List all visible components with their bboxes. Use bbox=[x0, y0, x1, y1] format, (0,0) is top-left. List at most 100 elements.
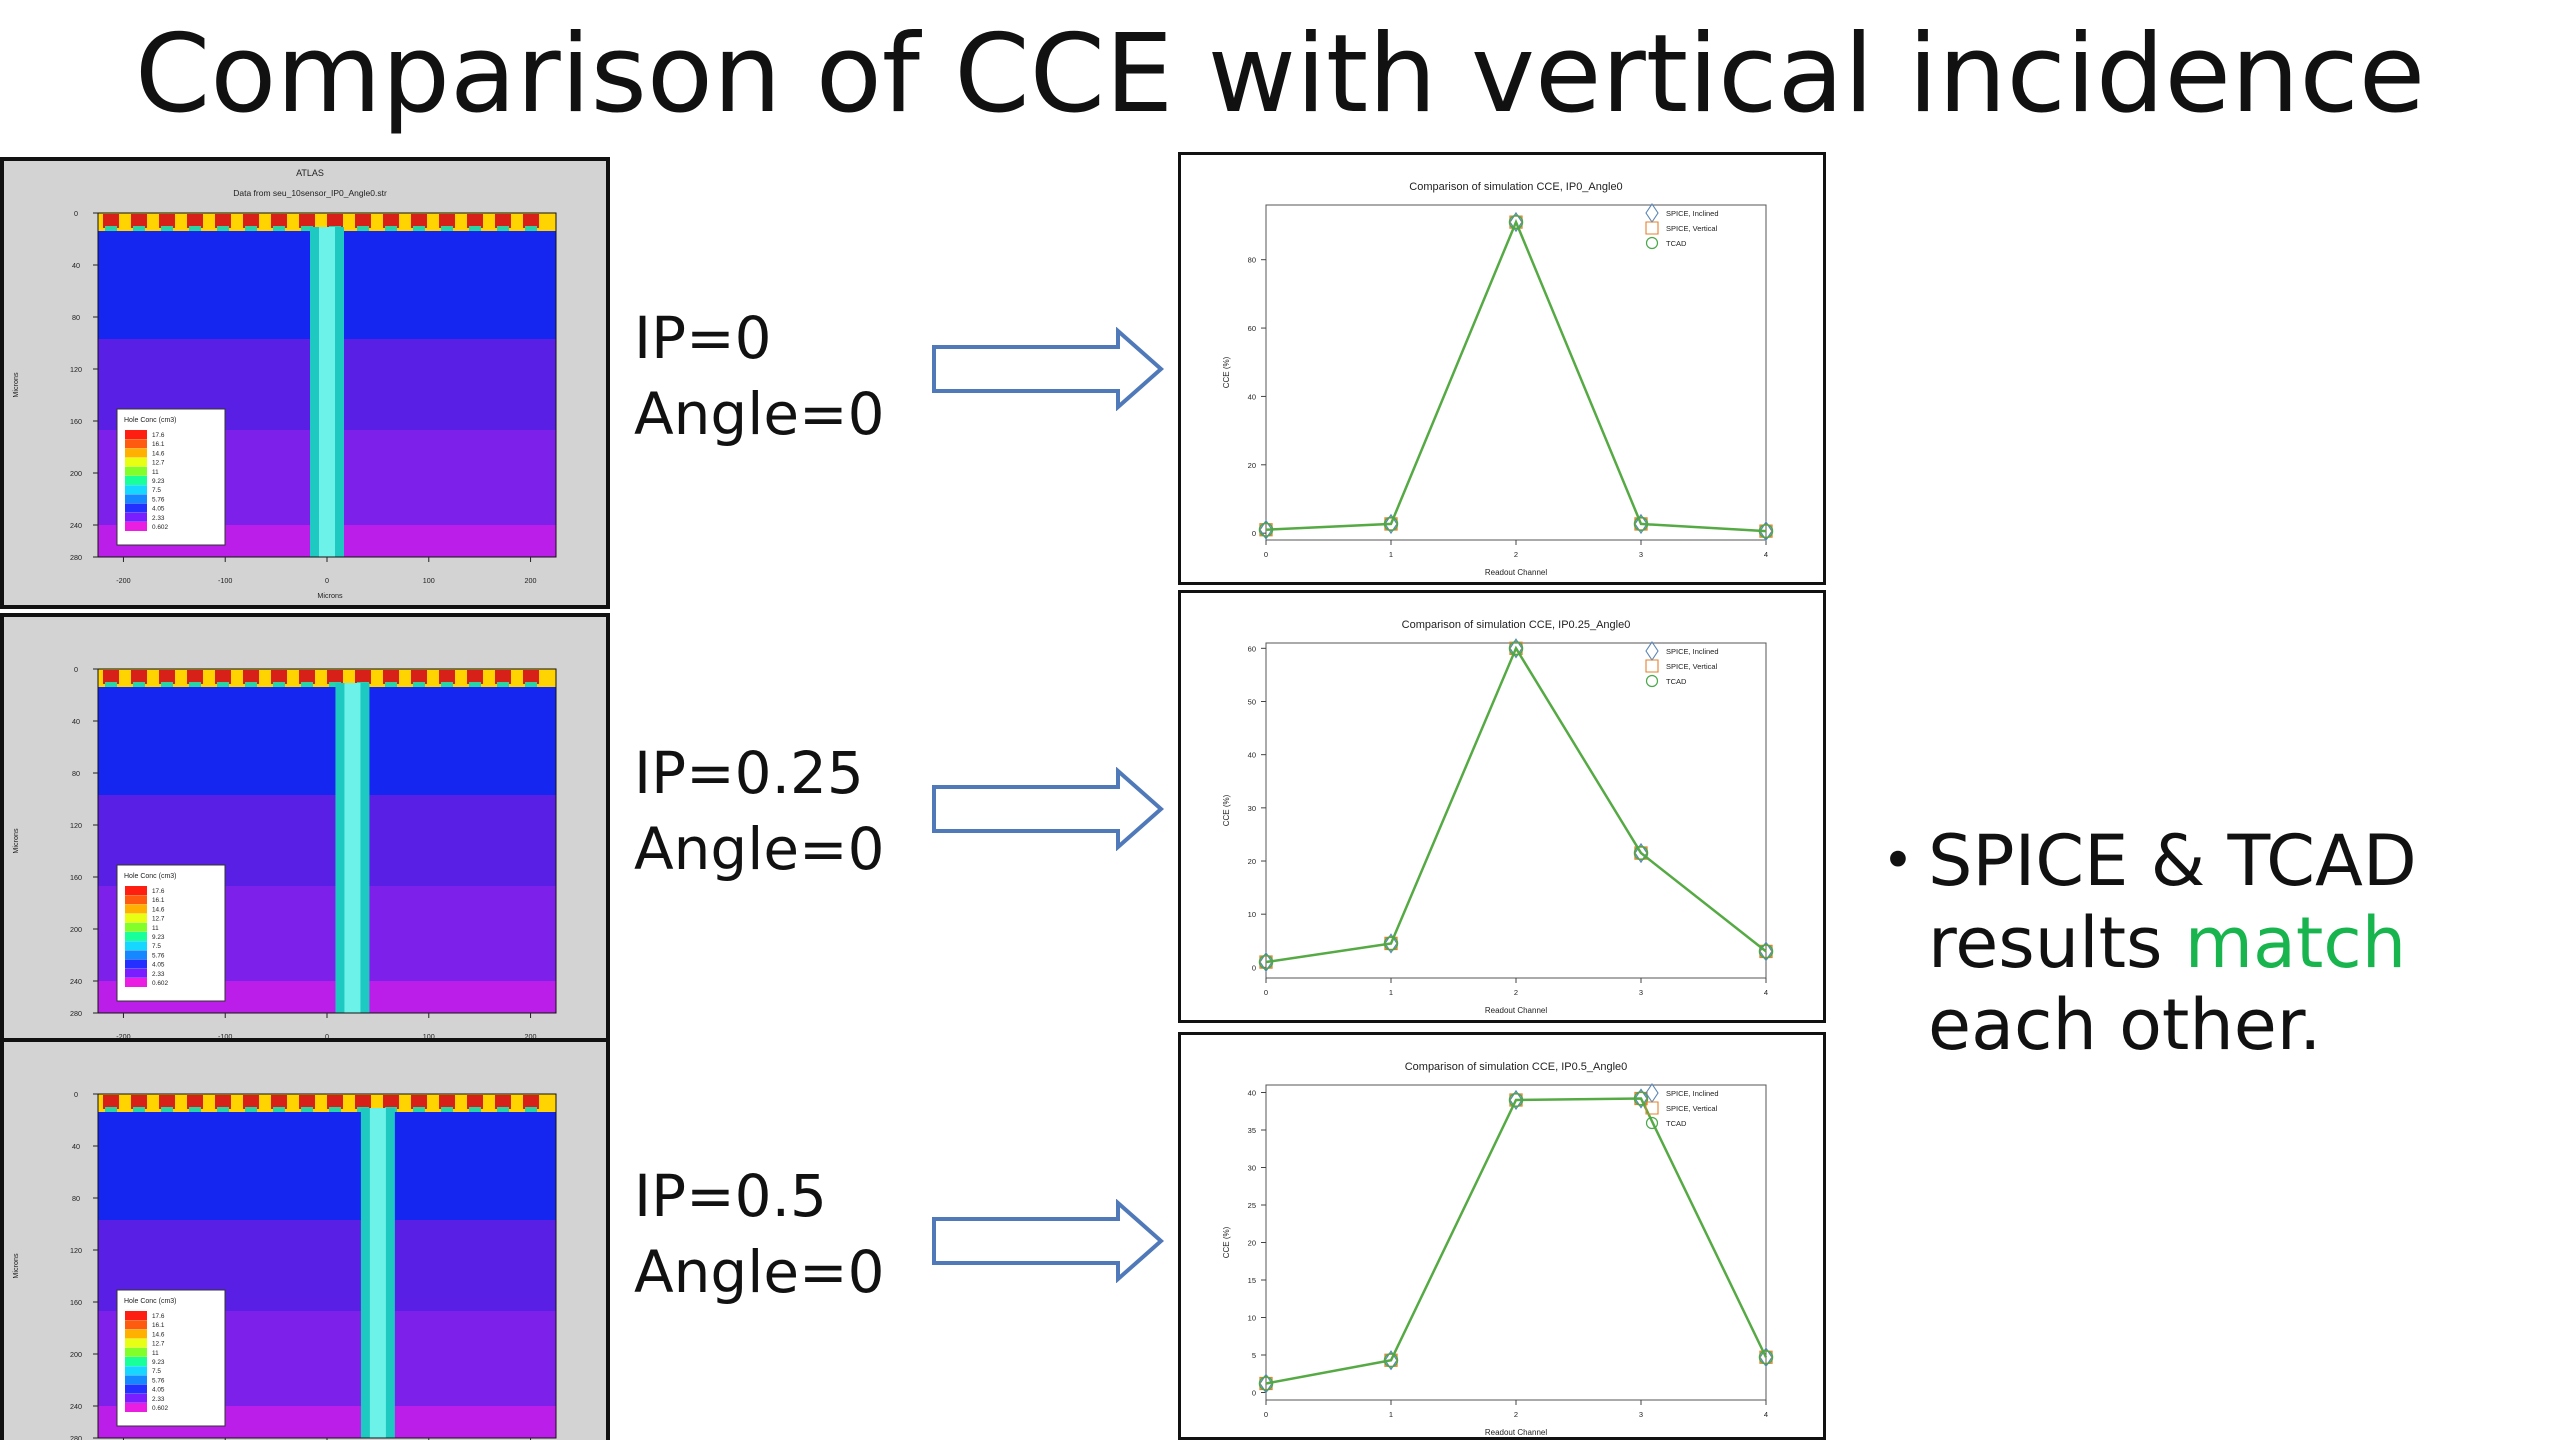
tcad-y-tick-label: 240 bbox=[70, 1402, 82, 1411]
strip-implant bbox=[245, 226, 257, 231]
x-axis-label: Readout Channel bbox=[1485, 568, 1547, 577]
sensor-strip bbox=[411, 1095, 427, 1109]
strip-implant bbox=[469, 682, 481, 687]
case-label-1: IP=0 Angle=0 bbox=[634, 300, 885, 452]
tcad-y-tick-label: 80 bbox=[72, 769, 80, 778]
cce-chart-panel-3: Comparison of simulation CCE, IP0.5_Angl… bbox=[1178, 1032, 1826, 1440]
data-point-tcad bbox=[1758, 523, 1774, 539]
legend-value: 0.602 bbox=[152, 1405, 168, 1412]
tcad-y-tick-label: 200 bbox=[70, 1350, 82, 1359]
particle-track-core bbox=[369, 1108, 386, 1438]
legend-swatch bbox=[125, 978, 147, 987]
sensor-strip bbox=[103, 670, 119, 684]
x-tick-label: 1 bbox=[1389, 988, 1393, 997]
tcad-y-tick-label: 160 bbox=[70, 873, 82, 882]
legend-swatch bbox=[125, 1347, 147, 1357]
legend-swatch bbox=[125, 466, 147, 476]
data-point-diamond bbox=[1259, 951, 1273, 973]
tcad-y-tick-label: 200 bbox=[70, 469, 82, 478]
legend-value: 4.05 bbox=[152, 962, 165, 969]
x-tick-label: 4 bbox=[1764, 988, 1768, 997]
data-point-tcad bbox=[1758, 1350, 1774, 1365]
tcad-x-tick-label: 0 bbox=[325, 576, 329, 585]
legend-value: 5.76 bbox=[152, 952, 165, 959]
sensor-strip bbox=[411, 670, 427, 684]
sensor-strip bbox=[159, 214, 175, 228]
legend-label: TCAD bbox=[1666, 239, 1687, 248]
hole-concentration-legend: Hole Conc (cm3) 17.6 16.1 14.6 12.7 11 9.23 7.5… bbox=[116, 864, 226, 1002]
strip-implant bbox=[273, 1107, 285, 1112]
cce-line-chart: Comparison of simulation CCE, IP0.5_Angl… bbox=[1222, 1061, 1774, 1437]
x-tick-label: 4 bbox=[1764, 550, 1768, 559]
strip-implant bbox=[469, 1107, 481, 1112]
data-point-diamond bbox=[1634, 513, 1648, 535]
slide-title: Comparison of CCE with vertical incidenc… bbox=[134, 12, 2426, 137]
legend-value: 2.33 bbox=[152, 515, 165, 522]
data-point-tcad bbox=[1633, 1091, 1649, 1106]
strip-implant bbox=[245, 1107, 257, 1112]
y-tick-label: 60 bbox=[1248, 644, 1256, 653]
sensor-strip bbox=[243, 1095, 259, 1109]
sensor-strip bbox=[187, 1095, 203, 1109]
y-tick-label: 35 bbox=[1248, 1126, 1256, 1135]
particle-track-core bbox=[319, 227, 335, 557]
legend-swatch bbox=[125, 512, 147, 522]
strip-implant bbox=[413, 682, 425, 687]
legend-swatch bbox=[125, 1311, 147, 1320]
strip-implant bbox=[525, 1107, 537, 1112]
sensor-strip bbox=[383, 214, 399, 228]
data-point-diamond bbox=[1634, 1088, 1648, 1109]
tcad-y-tick-label: 120 bbox=[70, 365, 82, 374]
data-point-tcad bbox=[1508, 641, 1524, 656]
legend-label: SPICE, Inclined bbox=[1666, 1089, 1719, 1098]
legend-title: Hole Conc (cm3) bbox=[124, 873, 177, 880]
x-axis-label: Readout Channel bbox=[1485, 1428, 1547, 1437]
legend-marker bbox=[1645, 1101, 1659, 1115]
sensor-strip bbox=[327, 1095, 343, 1109]
legend-title: Hole Conc (cm3) bbox=[124, 417, 177, 424]
y-tick-label: 5 bbox=[1252, 1351, 1256, 1360]
bullet-text: SPICE & TCAD results match each other. bbox=[1928, 820, 2540, 1066]
sensor-strip bbox=[523, 1095, 539, 1109]
legend-swatch bbox=[125, 1320, 147, 1330]
y-tick-label: 20 bbox=[1248, 1239, 1256, 1248]
data-point-diamond bbox=[1509, 211, 1523, 233]
y-tick-label: 10 bbox=[1248, 1314, 1256, 1323]
sensor-strip bbox=[187, 670, 203, 684]
legend-swatch bbox=[125, 439, 147, 449]
legend-label: SPICE, Vertical bbox=[1666, 662, 1718, 671]
sensor-strip bbox=[159, 1095, 175, 1109]
sensor-strip bbox=[355, 670, 371, 684]
y-tick-label: 40 bbox=[1248, 392, 1256, 401]
legend-value: 14.6 bbox=[152, 906, 165, 913]
cce-line-chart: Comparison of simulation CCE, IP0_Angle0… bbox=[1222, 181, 1774, 577]
legend-swatch bbox=[125, 1338, 147, 1348]
strip-implant bbox=[217, 226, 229, 231]
data-point-tcad bbox=[1258, 954, 1274, 970]
strip-implant bbox=[329, 682, 341, 687]
strip-implant bbox=[217, 1107, 229, 1112]
strip-implant bbox=[105, 682, 117, 687]
tcad-y-tick-label: 80 bbox=[72, 313, 80, 322]
data-point-tcad bbox=[1508, 1092, 1524, 1108]
tcad-x-tick-label: 0 bbox=[325, 1032, 329, 1041]
tcad-map: 0 40 80 120 160 200 240 280 -200 -100 0 100 200 Micro… bbox=[4, 617, 606, 1061]
legend-marker bbox=[1645, 659, 1659, 673]
strip-implant bbox=[105, 1107, 117, 1112]
legend-swatch bbox=[125, 522, 147, 531]
tcad-y-tick-label: 160 bbox=[70, 417, 82, 426]
legend-swatch bbox=[125, 904, 147, 914]
legend-value: 4.05 bbox=[152, 506, 165, 513]
tcad-map: ATLAS Data from seu_10sensor_IP0_Angle0.s… bbox=[4, 161, 606, 605]
x-tick-label: 0 bbox=[1264, 550, 1268, 559]
legend-swatch bbox=[125, 503, 147, 513]
sensor-strip bbox=[187, 214, 203, 228]
tcad-y-tick-label: 240 bbox=[70, 977, 82, 986]
sensor-strip bbox=[215, 1095, 231, 1109]
legend-label: TCAD bbox=[1666, 677, 1687, 686]
y-tick-label: 0 bbox=[1252, 1389, 1256, 1398]
x-tick-label: 3 bbox=[1639, 988, 1643, 997]
sensor-strip bbox=[523, 670, 539, 684]
angle-label: Angle=0 bbox=[634, 380, 885, 448]
strip-implant bbox=[105, 226, 117, 231]
